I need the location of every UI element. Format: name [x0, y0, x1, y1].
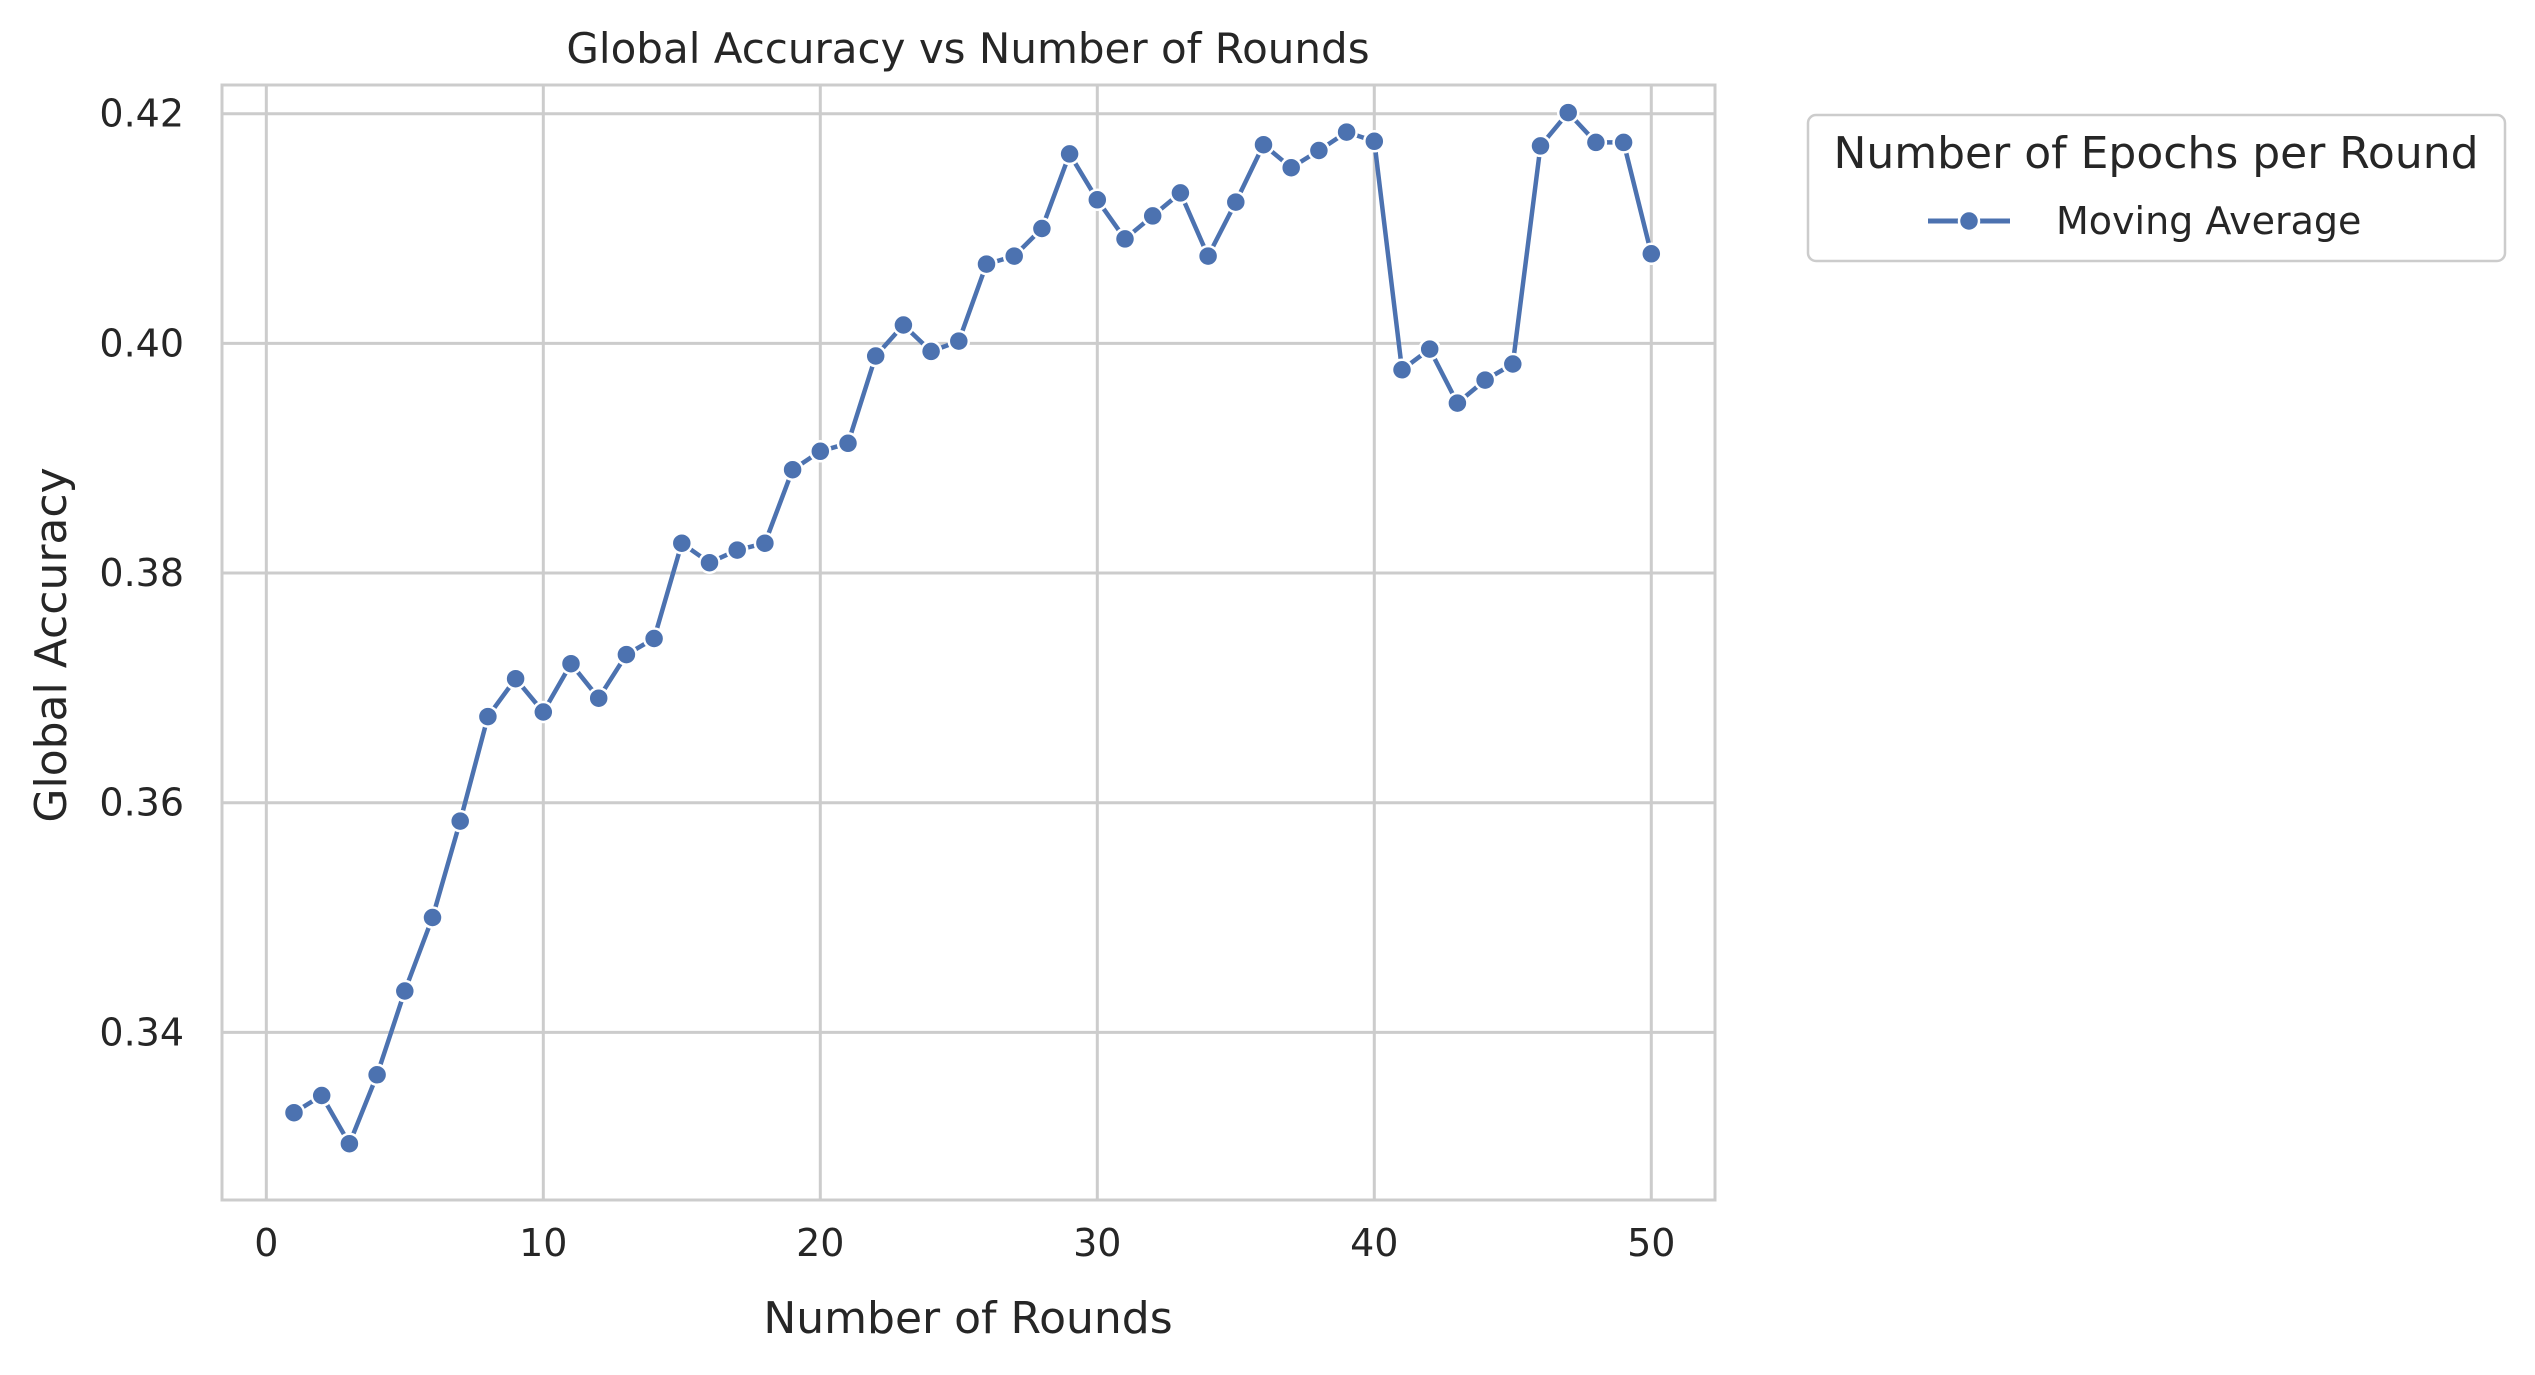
data-point	[698, 551, 721, 574]
data-point	[1529, 134, 1552, 158]
data-point	[1169, 181, 1192, 205]
legend-frame	[1806, 113, 2507, 263]
data-point	[1113, 227, 1137, 251]
data-point	[421, 906, 444, 929]
data-point	[1002, 244, 1026, 268]
x-axis-label: Number of Rounds	[763, 1293, 1172, 1344]
data-point	[1501, 352, 1525, 376]
data-point	[670, 531, 694, 555]
x-tick-label: 0	[254, 1221, 278, 1265]
data-point	[725, 538, 749, 562]
data-point	[892, 313, 915, 337]
data-point	[1418, 337, 1441, 361]
y-axis-label: Global Accuracy	[26, 467, 77, 822]
x-tick-label: 30	[1073, 1221, 1121, 1265]
data-point	[532, 700, 555, 724]
chart-title: Global Accuracy vs Number of Rounds	[566, 24, 1369, 73]
y-tick-label: 0.38	[99, 551, 184, 595]
data-point	[642, 627, 666, 650]
data-point	[338, 1132, 361, 1155]
data-point	[1196, 244, 1220, 268]
data-point	[587, 686, 610, 710]
data-point	[1224, 190, 1248, 214]
data-point	[836, 432, 860, 455]
data-point	[1363, 130, 1386, 153]
data-point	[1640, 242, 1663, 266]
y-tick-label: 0.42	[99, 92, 184, 136]
data-point	[947, 329, 971, 353]
y-tick-label: 0.40	[99, 321, 184, 365]
data-point	[781, 458, 804, 481]
y-tick-label: 0.34	[99, 1010, 184, 1054]
data-point	[504, 667, 527, 690]
x-tick-label: 20	[796, 1221, 844, 1265]
tick-layer: 0 10 20 30 40 50 0.34 0.36 0.38 0.40 0.42	[99, 92, 1675, 1265]
data-point	[919, 340, 943, 363]
data-point	[1141, 204, 1164, 228]
data-point	[1473, 368, 1497, 392]
y-tick-label: 0.36	[99, 781, 184, 825]
data-point	[1279, 156, 1303, 179]
data-point	[1335, 120, 1358, 144]
data-point	[615, 643, 638, 666]
data-point	[559, 652, 583, 675]
grid-layer	[222, 85, 1715, 1200]
data-point	[448, 809, 472, 833]
data-point	[310, 1084, 333, 1107]
data-point	[1252, 133, 1275, 156]
data-point	[864, 344, 887, 368]
data-point	[1584, 131, 1608, 154]
data-point	[1030, 217, 1054, 240]
data-point	[393, 979, 417, 1003]
legend: Number of Epochs per Round Moving Averag…	[1806, 113, 2507, 263]
data-point	[282, 1101, 306, 1124]
data-layer	[282, 101, 1663, 1155]
x-tick-label: 40	[1350, 1221, 1398, 1265]
data-point	[1446, 391, 1469, 415]
series-line-moving-average	[291, 110, 1654, 1146]
data-point	[1307, 139, 1331, 162]
x-tick-label: 50	[1627, 1221, 1675, 1265]
data-point	[809, 440, 832, 463]
data-point	[753, 531, 777, 555]
data-point	[1058, 142, 1081, 166]
data-point	[975, 252, 998, 276]
legend-swatch-marker	[1957, 209, 1981, 233]
data-point	[1086, 188, 1109, 212]
plot-frame	[220, 83, 1717, 1202]
data-point	[1390, 358, 1414, 382]
data-point	[476, 705, 500, 728]
data-point	[1612, 131, 1635, 154]
legend-title: Number of Epochs per Round	[1833, 128, 2478, 179]
data-point	[1556, 101, 1580, 124]
legend-entry-moving-average: Moving Average	[2056, 199, 2361, 243]
data-point	[365, 1063, 389, 1087]
x-tick-label: 10	[519, 1221, 567, 1265]
